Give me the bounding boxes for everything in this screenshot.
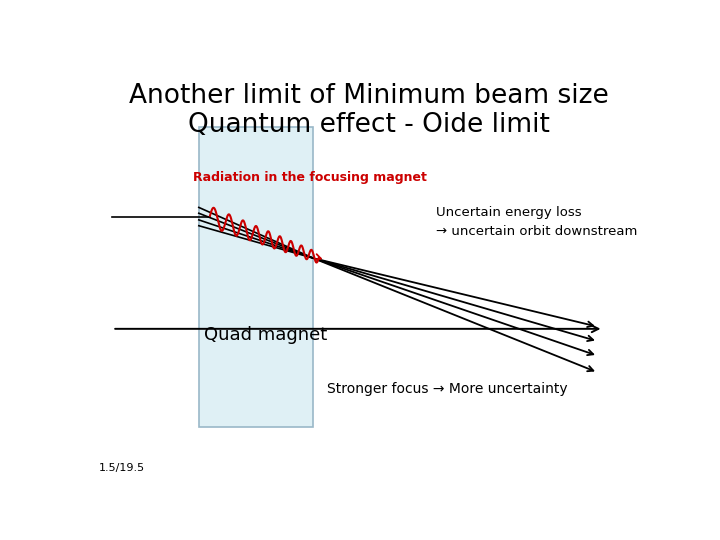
Text: Uncertain energy loss: Uncertain energy loss	[436, 206, 582, 219]
Text: → uncertain orbit downstream: → uncertain orbit downstream	[436, 225, 637, 238]
Text: Stronger focus → More uncertainty: Stronger focus → More uncertainty	[327, 382, 567, 396]
Bar	[199, 127, 313, 427]
Text: 1.5/19.5: 1.5/19.5	[99, 463, 145, 473]
Text: Another limit of Minimum beam size: Another limit of Minimum beam size	[129, 83, 609, 109]
Text: Quad magnet: Quad magnet	[204, 326, 328, 344]
Text: Radiation in the focusing magnet: Radiation in the focusing magnet	[194, 171, 428, 184]
Text: Quantum effect - Oide limit: Quantum effect - Oide limit	[188, 112, 550, 138]
